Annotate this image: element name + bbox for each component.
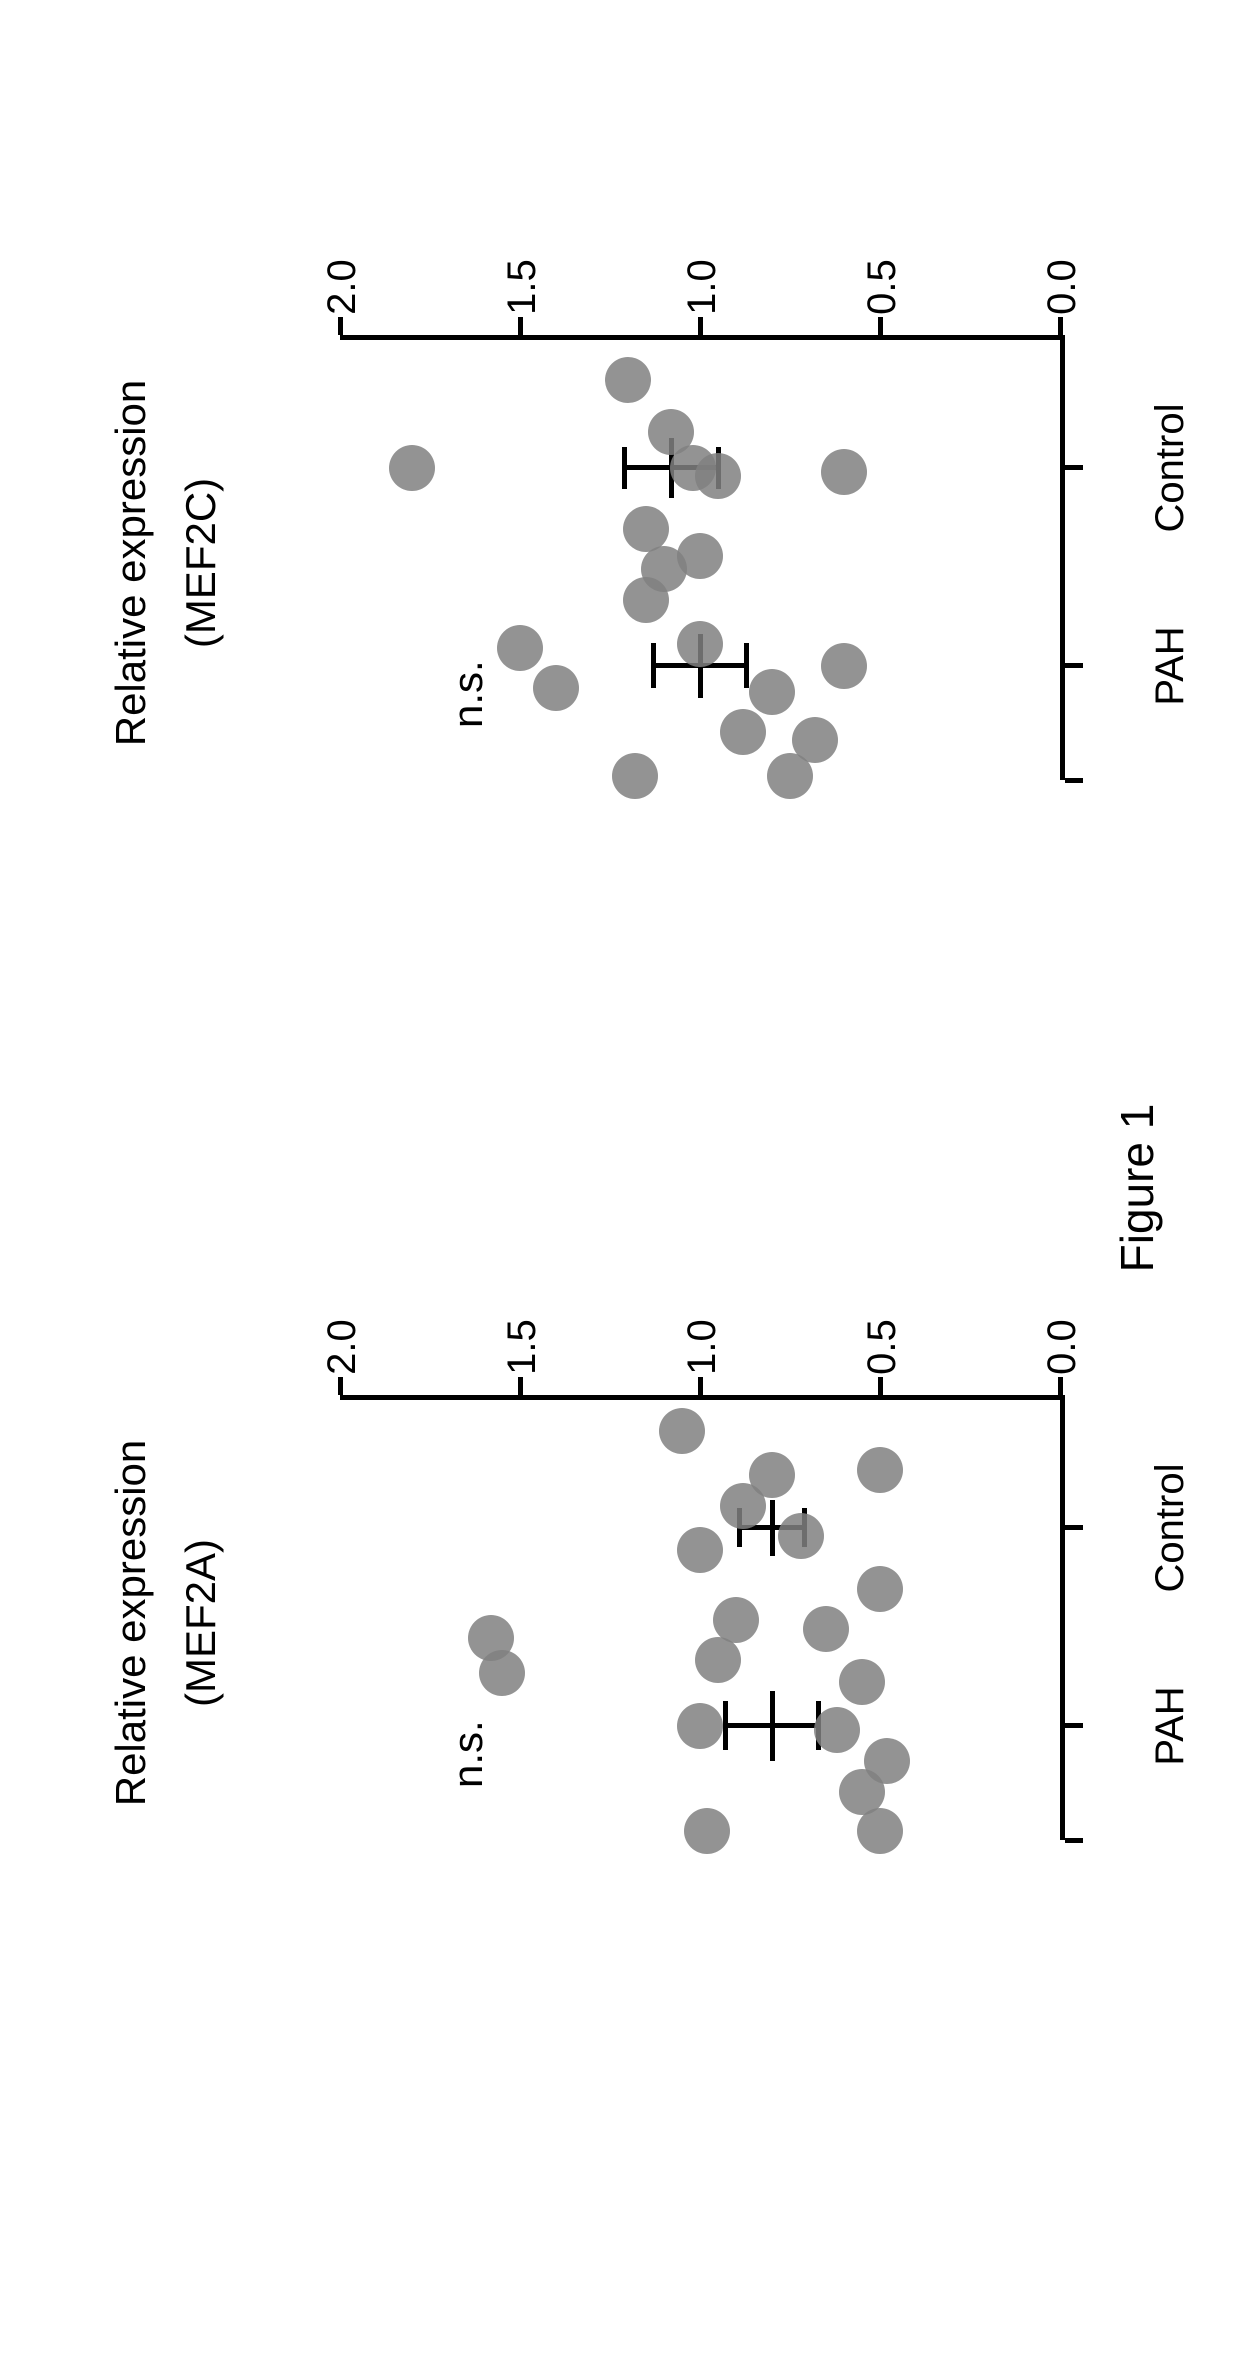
data-point <box>533 665 579 711</box>
data-point <box>623 577 669 623</box>
data-point <box>749 669 795 715</box>
category-axis-end-tick <box>1065 778 1083 783</box>
category-axis-line <box>1060 335 1065 780</box>
category-tick <box>1065 663 1083 668</box>
category-tick <box>1065 465 1083 470</box>
data-point <box>677 1703 723 1749</box>
data-point <box>839 1659 885 1705</box>
data-point <box>497 625 543 671</box>
data-point <box>677 621 723 667</box>
data-point <box>389 445 435 491</box>
data-point <box>677 1527 723 1573</box>
value-tick-label: 0.0 <box>1040 1307 1080 1387</box>
value-tick-label: 1.0 <box>680 1307 720 1387</box>
data-point <box>857 1808 903 1854</box>
data-point <box>612 753 658 799</box>
value-axis-line <box>340 1395 1060 1400</box>
y-axis-title-line1: Relative expression <box>107 363 153 763</box>
category-axis-end-tick <box>1065 1838 1083 1843</box>
category-label: Control <box>1148 388 1188 548</box>
significance-annotation: n.s. <box>444 1668 488 1788</box>
error-cap <box>651 643 656 688</box>
data-point <box>605 357 651 403</box>
y-axis-title-line1: Relative expression <box>107 1423 153 1823</box>
data-point <box>803 1606 849 1652</box>
y-axis-title-line2: (MEF2A) <box>177 1423 223 1823</box>
data-point <box>720 709 766 755</box>
data-point <box>778 1513 824 1559</box>
value-tick-label: 2.0 <box>320 247 360 327</box>
data-point <box>821 449 867 495</box>
value-tick-label: 0.0 <box>1040 247 1080 327</box>
data-point <box>857 1447 903 1493</box>
value-tick-label: 0.5 <box>860 1307 900 1387</box>
data-point <box>695 1637 741 1683</box>
category-label: PAH <box>1148 586 1188 746</box>
y-axis-title-line2: (MEF2C) <box>177 363 223 763</box>
figure-caption: Figure 1 <box>1110 1068 1160 1308</box>
error-cap <box>744 643 749 688</box>
data-point <box>767 753 813 799</box>
value-axis-line <box>340 335 1060 340</box>
category-label: PAH <box>1148 1646 1188 1806</box>
error-cap <box>622 447 627 489</box>
error-whisker <box>725 1723 819 1728</box>
data-point <box>814 1707 860 1753</box>
value-tick-label: 2.0 <box>320 1307 360 1387</box>
data-point <box>857 1566 903 1612</box>
category-tick <box>1065 1525 1083 1530</box>
error-cap <box>723 1701 728 1750</box>
data-point <box>659 1408 705 1454</box>
significance-annotation: n.s. <box>444 608 488 728</box>
value-tick-label: 0.5 <box>860 247 900 327</box>
value-tick-label: 1.5 <box>500 1307 540 1387</box>
category-tick <box>1065 1723 1083 1728</box>
category-axis-line <box>1060 1395 1065 1840</box>
data-point <box>695 453 741 499</box>
category-label: Control <box>1148 1448 1188 1608</box>
data-point <box>720 1483 766 1529</box>
value-tick-label: 1.5 <box>500 247 540 327</box>
value-tick-label: 1.0 <box>680 247 720 327</box>
data-point <box>684 1808 730 1854</box>
data-point <box>821 643 867 689</box>
